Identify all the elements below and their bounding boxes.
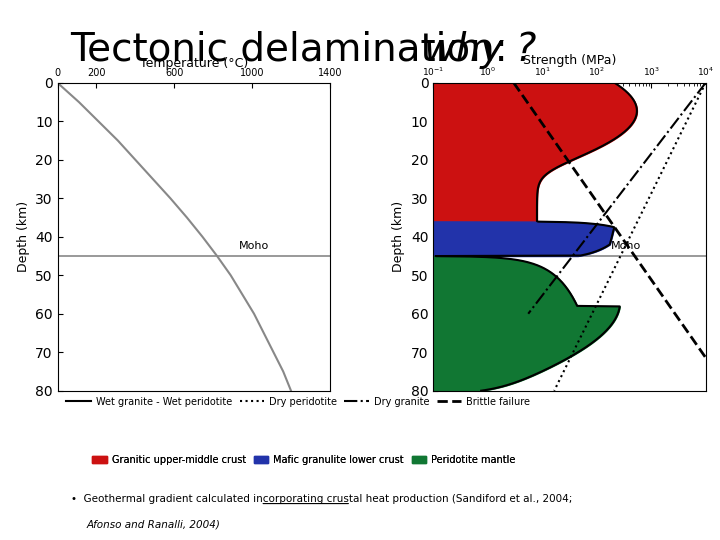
- Text: Tectonic delamination:: Tectonic delamination:: [71, 31, 521, 69]
- Legend: Granitic upper-middle crust, Mafic granulite lower crust, Peridotite mantle: Granitic upper-middle crust, Mafic granu…: [89, 451, 519, 469]
- Y-axis label: Depth (km): Depth (km): [17, 201, 30, 272]
- Text: Moho: Moho: [611, 241, 641, 252]
- Text: •  Geothermal gradient calculated incorporating crustal heat production (Sandifo: • Geothermal gradient calculated incorpo…: [71, 494, 572, 504]
- Text: why ?: why ?: [423, 31, 536, 69]
- Text: Afonso and Ranalli, 2004): Afonso and Ranalli, 2004): [87, 519, 220, 529]
- X-axis label: Strength (MPa): Strength (MPa): [523, 54, 616, 68]
- X-axis label: Temperature (°C): Temperature (°C): [140, 57, 248, 70]
- Text: Moho: Moho: [238, 241, 269, 252]
- Y-axis label: Depth (km): Depth (km): [392, 201, 405, 272]
